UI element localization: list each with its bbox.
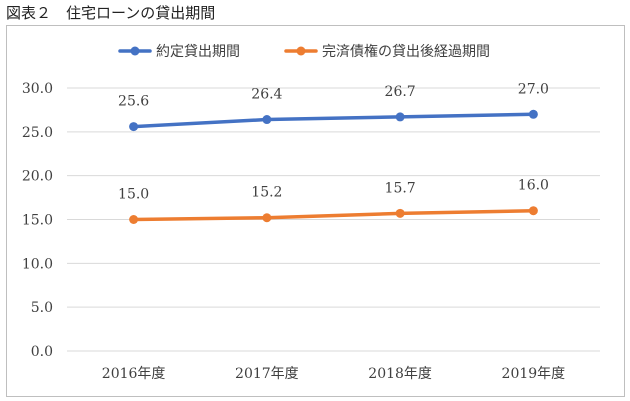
y-tick-label: 15.0 — [22, 213, 53, 229]
data-point — [395, 112, 405, 122]
data-point — [129, 122, 139, 132]
data-label: 26.7 — [385, 84, 416, 100]
data-label: 27.0 — [518, 81, 549, 97]
legend-label: 約定貸出期間 — [156, 44, 240, 60]
x-tick-label: 2018年度 — [368, 366, 432, 382]
x-tick-label: 2017年度 — [235, 366, 299, 382]
data-point — [262, 213, 272, 223]
y-tick-label: 25.0 — [22, 125, 53, 141]
legend-swatch-marker — [130, 46, 140, 56]
data-point — [528, 109, 538, 119]
y-tick-label: 10.0 — [22, 256, 53, 272]
series-line-2 — [131, 208, 536, 222]
data-point — [129, 215, 139, 224]
series-lines — [131, 112, 536, 222]
line-chart: 0.05.010.015.020.025.030.0 2016年度 2017年度 2… — [22, 43, 600, 382]
legend-swatch-marker — [296, 46, 306, 56]
series-line-1 — [131, 112, 536, 129]
x-tick-label: 2016年度 — [102, 366, 166, 382]
data-point — [528, 206, 538, 216]
data-label: 15.2 — [251, 185, 282, 201]
y-tick-label: 0.0 — [31, 344, 53, 360]
x-axis-ticks: 2016年度 2017年度 2018年度 2019年度 — [102, 366, 565, 382]
figure-title: 図表２ 住宅ローンの貸出期間 — [6, 4, 216, 22]
data-label: 26.4 — [251, 87, 282, 103]
data-point — [395, 208, 405, 218]
chart-frame: 0.0 5.0 10.0 15.0 20.0 25.0 30.0 2016年度 2017年度 2… — [6, 25, 625, 397]
legend-label: 完済債権の貸出後経過期間 — [322, 43, 490, 60]
y-tick-label: 30.0 — [22, 81, 53, 97]
data-label: 15.0 — [118, 187, 149, 203]
y-axis-ticks: 0.0 5.0 10.0 15.0 20.0 25.0 30.0 — [22, 81, 53, 360]
data-label: 16.0 — [518, 178, 549, 194]
data-label: 15.7 — [385, 180, 416, 196]
y-tick-label: 20.0 — [22, 169, 53, 185]
data-labels: 25.6 26.4 26.7 27.0 15.0 15.2 15.7 16.0 — [118, 81, 549, 202]
data-label: 25.6 — [118, 94, 149, 110]
x-tick-label: 2019年度 — [502, 366, 566, 382]
series-points — [129, 109, 538, 224]
legend: 約定貸出期間 完済債権の貸出後経過期間 — [118, 43, 490, 60]
y-tick-label: 5.0 — [31, 300, 53, 316]
data-point — [262, 115, 272, 125]
